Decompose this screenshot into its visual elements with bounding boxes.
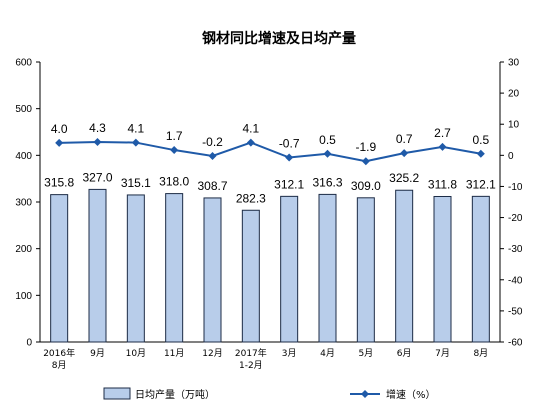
bar <box>280 195 299 343</box>
bar-value-label: 312.1 <box>274 177 304 191</box>
right-tick-label: 30 <box>508 58 520 69</box>
line-marker <box>131 138 140 147</box>
line-value-label: 4.1 <box>242 122 259 136</box>
bar-value-label: 312.1 <box>466 177 496 191</box>
line-marker <box>323 149 332 158</box>
line-value-label: 1.7 <box>166 129 183 143</box>
right-tick-label: -10 <box>508 182 523 193</box>
bar-series <box>50 188 490 343</box>
line-value-label: -0.7 <box>279 137 300 151</box>
line-marker <box>438 142 447 151</box>
category-label: 12月 <box>202 348 222 359</box>
bar-value-label: 327.0 <box>82 170 112 184</box>
line-value-label: 2.7 <box>434 126 451 140</box>
line-value-label: 0.7 <box>396 132 413 146</box>
category-label: 8月 <box>52 360 67 371</box>
line-value-label: 0.5 <box>319 133 336 147</box>
category-label: 5月 <box>358 348 373 359</box>
line-value-label: -0.2 <box>202 135 223 149</box>
left-tick-label: 500 <box>15 104 32 115</box>
legend: 日均产量（万吨） 增速（%） <box>103 387 436 401</box>
bar-value-label: 309.0 <box>351 179 381 193</box>
legend-bar-label: 日均产量（万吨） <box>135 388 215 401</box>
line-value-label: 0.5 <box>472 133 489 147</box>
line-marker <box>208 151 217 160</box>
right-tick-label: -60 <box>508 338 523 349</box>
right-tick-label: 0 <box>508 151 514 162</box>
category-label: 4月 <box>320 348 335 359</box>
chart-title: 钢材同比增速及日均产量 <box>202 30 356 47</box>
category-label: 10月 <box>126 348 146 359</box>
line-data-labels: 4.0 4.3 4.1 1.7 -0.2 4.1 -0.7 0.5 -1.9 0.7 2.7 0.5 <box>51 121 490 154</box>
category-label: 2016年 <box>43 347 75 359</box>
category-label: 11月 <box>164 348 184 359</box>
left-tick-label: 200 <box>15 244 32 255</box>
left-tick-label: 0 <box>26 338 32 349</box>
bar-value-label: 318.0 <box>159 175 189 189</box>
bar <box>88 188 107 343</box>
right-tick-label: 10 <box>508 120 520 131</box>
line-marker <box>361 157 370 166</box>
bar <box>50 194 69 343</box>
line-marker <box>476 149 485 158</box>
bar <box>165 193 184 343</box>
bar-value-label: 315.1 <box>121 176 151 190</box>
left-axis: 0 100 200 300 400 500 600 <box>15 58 500 349</box>
category-label: 6月 <box>397 348 412 359</box>
right-tick-label: 20 <box>508 89 520 100</box>
bar-value-label: 325.2 <box>389 171 419 185</box>
bar <box>356 197 375 343</box>
legend-line-label: 增速（%） <box>386 388 436 401</box>
line-marker <box>93 137 102 146</box>
bar-value-label: 311.8 <box>428 177 457 191</box>
line-marker <box>246 138 255 147</box>
right-tick-label: -50 <box>508 306 523 317</box>
bar <box>395 189 414 343</box>
bar-value-label: 316.3 <box>312 175 342 189</box>
left-tick-label: 100 <box>15 291 32 302</box>
right-tick-label: -20 <box>508 213 523 224</box>
left-tick-label: 600 <box>15 58 32 69</box>
bar-value-label: 282.3 <box>236 191 266 205</box>
line-marker <box>55 138 64 147</box>
growth-line <box>59 140 482 163</box>
category-label: 3月 <box>282 348 297 359</box>
bar-data-labels: 315.8 327.0 315.1 318.0 308.7 282.3 312.1 316.3… <box>44 170 496 205</box>
bar <box>471 195 490 343</box>
bar <box>318 193 337 343</box>
category-label: 9月 <box>90 348 105 359</box>
category-label: 7月 <box>435 348 450 359</box>
line-value-label: 4.0 <box>51 122 68 136</box>
bar <box>241 209 260 343</box>
line-marker <box>285 153 294 162</box>
bar-value-label: 308.7 <box>197 179 227 193</box>
right-tick-label: -40 <box>508 275 523 286</box>
category-label: 8月 <box>473 348 488 359</box>
bar-value-label: 315.8 <box>44 176 74 190</box>
category-label: 1-2月 <box>239 360 263 371</box>
left-tick-label: 400 <box>15 151 32 162</box>
right-tick-label: -30 <box>508 244 523 255</box>
bar <box>126 194 145 343</box>
line-value-label: 4.3 <box>89 121 106 135</box>
left-tick-label: 300 <box>15 198 32 209</box>
bar <box>203 197 222 343</box>
bar <box>433 195 452 343</box>
line-value-label: -1.9 <box>355 140 376 154</box>
line-series <box>55 137 485 166</box>
line-marker <box>170 146 179 155</box>
right-axis: -60 -50 -40 -30 -20 -10 0 10 20 30 <box>499 58 523 349</box>
category-label: 2017年 <box>235 347 267 359</box>
line-marker <box>400 149 409 158</box>
legend-bar-swatch <box>103 387 131 400</box>
legend-line-marker <box>361 390 369 398</box>
line-value-label: 4.1 <box>127 122 144 136</box>
